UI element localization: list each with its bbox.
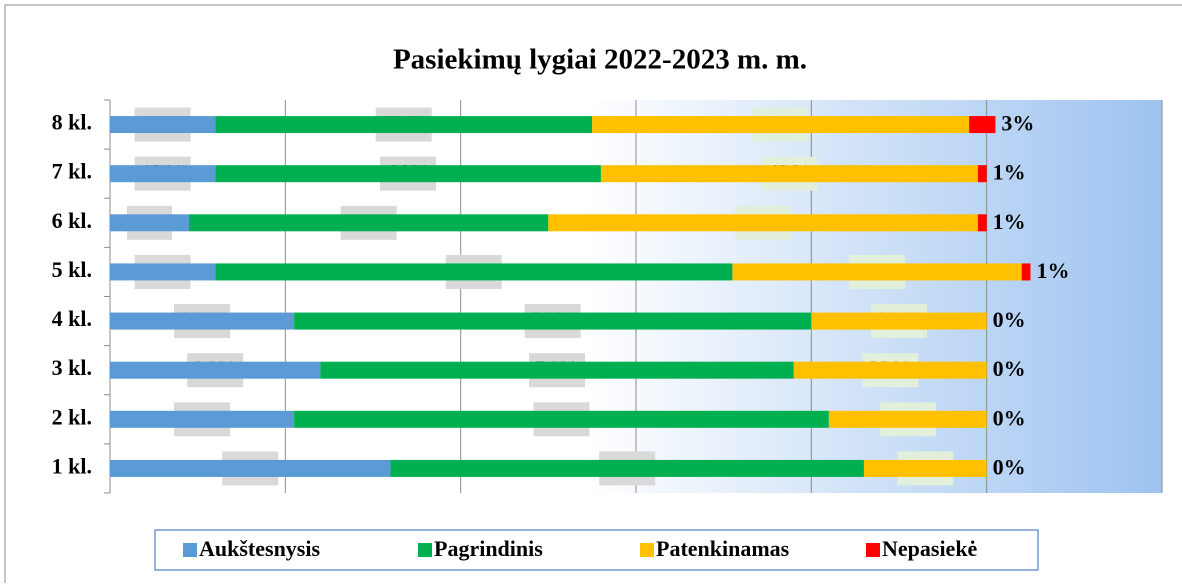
bar-segment bbox=[110, 116, 216, 134]
bar-segment bbox=[110, 263, 216, 281]
category-label: 7 kl. bbox=[52, 159, 92, 184]
bar-segment bbox=[110, 312, 295, 330]
chart-title: Pasiekimų lygiai 2022-2023 m. m. bbox=[393, 44, 807, 76]
bar-segment bbox=[793, 361, 987, 379]
bar-segment bbox=[811, 312, 987, 330]
category-label: 4 kl. bbox=[52, 306, 92, 331]
data-label: 3% bbox=[1001, 111, 1034, 136]
category-label: 5 kl. bbox=[52, 257, 92, 282]
bar-segment bbox=[215, 263, 733, 281]
bar-segment bbox=[215, 116, 593, 134]
legend-label: Pagrindinis bbox=[434, 536, 543, 561]
bar-segment bbox=[294, 312, 812, 330]
legend-swatch bbox=[866, 543, 880, 557]
bar-segment bbox=[294, 410, 829, 428]
bar-segment bbox=[110, 165, 216, 183]
category-label: 6 kl. bbox=[52, 208, 92, 233]
bar-segment bbox=[600, 165, 978, 183]
legend-swatch bbox=[183, 543, 197, 557]
bar-segment bbox=[977, 214, 987, 232]
bar-segment bbox=[592, 116, 970, 134]
legend-swatch bbox=[640, 543, 654, 557]
data-label: 0% bbox=[993, 405, 1026, 430]
bar-segment bbox=[828, 410, 987, 428]
category-label: 8 kl. bbox=[52, 110, 92, 135]
bar-segment bbox=[110, 361, 321, 379]
bar-segment bbox=[1021, 263, 1031, 281]
bar-segment bbox=[548, 214, 978, 232]
bar-segment bbox=[977, 165, 987, 183]
bar-segment bbox=[215, 165, 601, 183]
bar-segment bbox=[732, 263, 1022, 281]
category-label: 1 kl. bbox=[52, 453, 92, 478]
bar-segment bbox=[390, 459, 864, 477]
data-label: 1% bbox=[1037, 258, 1070, 283]
legend-label: Aukštesnysis bbox=[199, 536, 320, 561]
category-label: 2 kl. bbox=[52, 404, 92, 429]
data-label: 0% bbox=[993, 356, 1026, 381]
bar-segment bbox=[320, 361, 794, 379]
data-label: 1% bbox=[993, 160, 1026, 185]
category-label: 3 kl. bbox=[52, 355, 92, 380]
bar-segment bbox=[969, 116, 996, 134]
bar-segment bbox=[863, 459, 987, 477]
legend-label: Nepasiekė bbox=[882, 536, 978, 561]
bar-segment bbox=[110, 459, 391, 477]
bar-segment bbox=[110, 410, 295, 428]
legend-label: Patenkinamas bbox=[656, 536, 790, 561]
data-label: 0% bbox=[993, 454, 1026, 479]
data-label: 1% bbox=[993, 209, 1026, 234]
legend-swatch bbox=[418, 543, 432, 557]
bar-segment bbox=[110, 214, 189, 232]
bar-segment bbox=[188, 214, 549, 232]
data-label: 0% bbox=[993, 307, 1026, 332]
legend-box bbox=[154, 529, 1039, 571]
